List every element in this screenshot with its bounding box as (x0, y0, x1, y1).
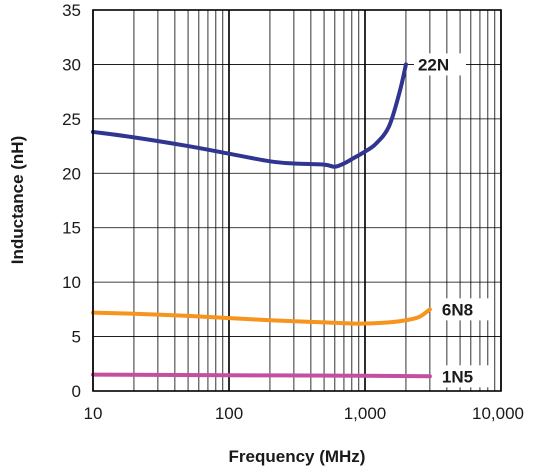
series-label-22n: 22N (418, 55, 449, 74)
series-labels: 22N 6N8 1N5 (413, 53, 490, 388)
x-axis-label: Frequency (MHz) (229, 447, 366, 466)
series-line-6n8 (91, 307, 432, 326)
y-tick-label: 15 (62, 219, 81, 238)
y-tick-label: 20 (62, 164, 81, 183)
x-tick-label: 10 (84, 404, 103, 423)
y-tick-label: 5 (72, 328, 81, 347)
y-axis-label: Inductance (nH) (8, 136, 27, 264)
series-lines (91, 62, 432, 379)
y-tick-label: 0 (72, 382, 81, 401)
y-tick-labels: 0 5 10 15 20 25 30 35 (62, 1, 81, 401)
x-tick-label: 10,000 (472, 404, 524, 423)
series-label-1n5: 1N5 (442, 367, 473, 386)
series-label-bg (437, 365, 490, 388)
y-tick-label: 10 (62, 273, 81, 292)
x-tick-label: 100 (215, 404, 243, 423)
grid (92, 9, 502, 392)
plot-frame (92, 9, 502, 392)
series-label-bg (437, 298, 490, 321)
series-line-22n (91, 62, 408, 169)
y-tick-label: 30 (62, 55, 81, 74)
series-line-1n5 (91, 372, 432, 379)
series-label-6n8: 6N8 (442, 300, 473, 319)
series-label-bg (413, 53, 466, 76)
x-tick-label: 1,000 (344, 404, 387, 423)
x-tick-labels: 10 100 1,000 10,000 (84, 404, 524, 423)
y-tick-label: 25 (62, 110, 81, 129)
y-tick-label: 35 (62, 1, 81, 20)
